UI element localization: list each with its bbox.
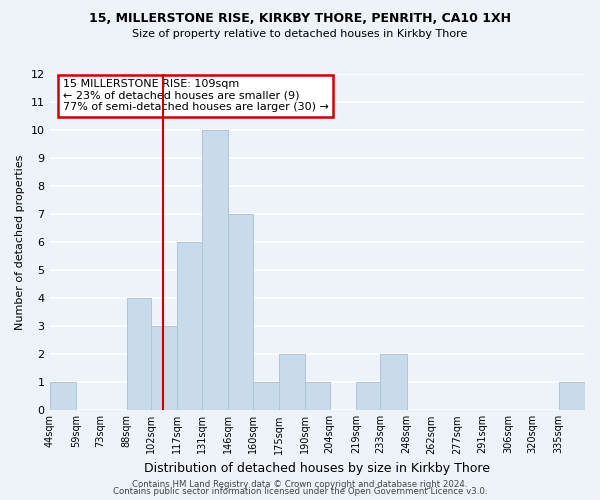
Text: 15, MILLERSTONE RISE, KIRKBY THORE, PENRITH, CA10 1XH: 15, MILLERSTONE RISE, KIRKBY THORE, PENR… [89, 12, 511, 26]
X-axis label: Distribution of detached houses by size in Kirkby Thore: Distribution of detached houses by size … [144, 462, 490, 475]
Bar [279, 354, 305, 410]
Text: Contains public sector information licensed under the Open Government Licence v3: Contains public sector information licen… [113, 488, 487, 496]
Bar [127, 298, 151, 410]
Text: 15 MILLERSTONE RISE: 109sqm
← 23% of detached houses are smaller (9)
77% of semi: 15 MILLERSTONE RISE: 109sqm ← 23% of det… [63, 79, 329, 112]
Text: Contains HM Land Registry data © Crown copyright and database right 2024.: Contains HM Land Registry data © Crown c… [132, 480, 468, 489]
Bar [380, 354, 407, 410]
Text: Size of property relative to detached houses in Kirkby Thore: Size of property relative to detached ho… [133, 29, 467, 39]
Bar [305, 382, 329, 410]
Bar [151, 326, 177, 410]
Bar [356, 382, 380, 410]
Bar [559, 382, 585, 410]
Bar [177, 242, 202, 410]
Bar [228, 214, 253, 410]
Bar [50, 382, 76, 410]
Bar [253, 382, 279, 410]
Bar [202, 130, 228, 410]
Y-axis label: Number of detached properties: Number of detached properties [15, 154, 25, 330]
